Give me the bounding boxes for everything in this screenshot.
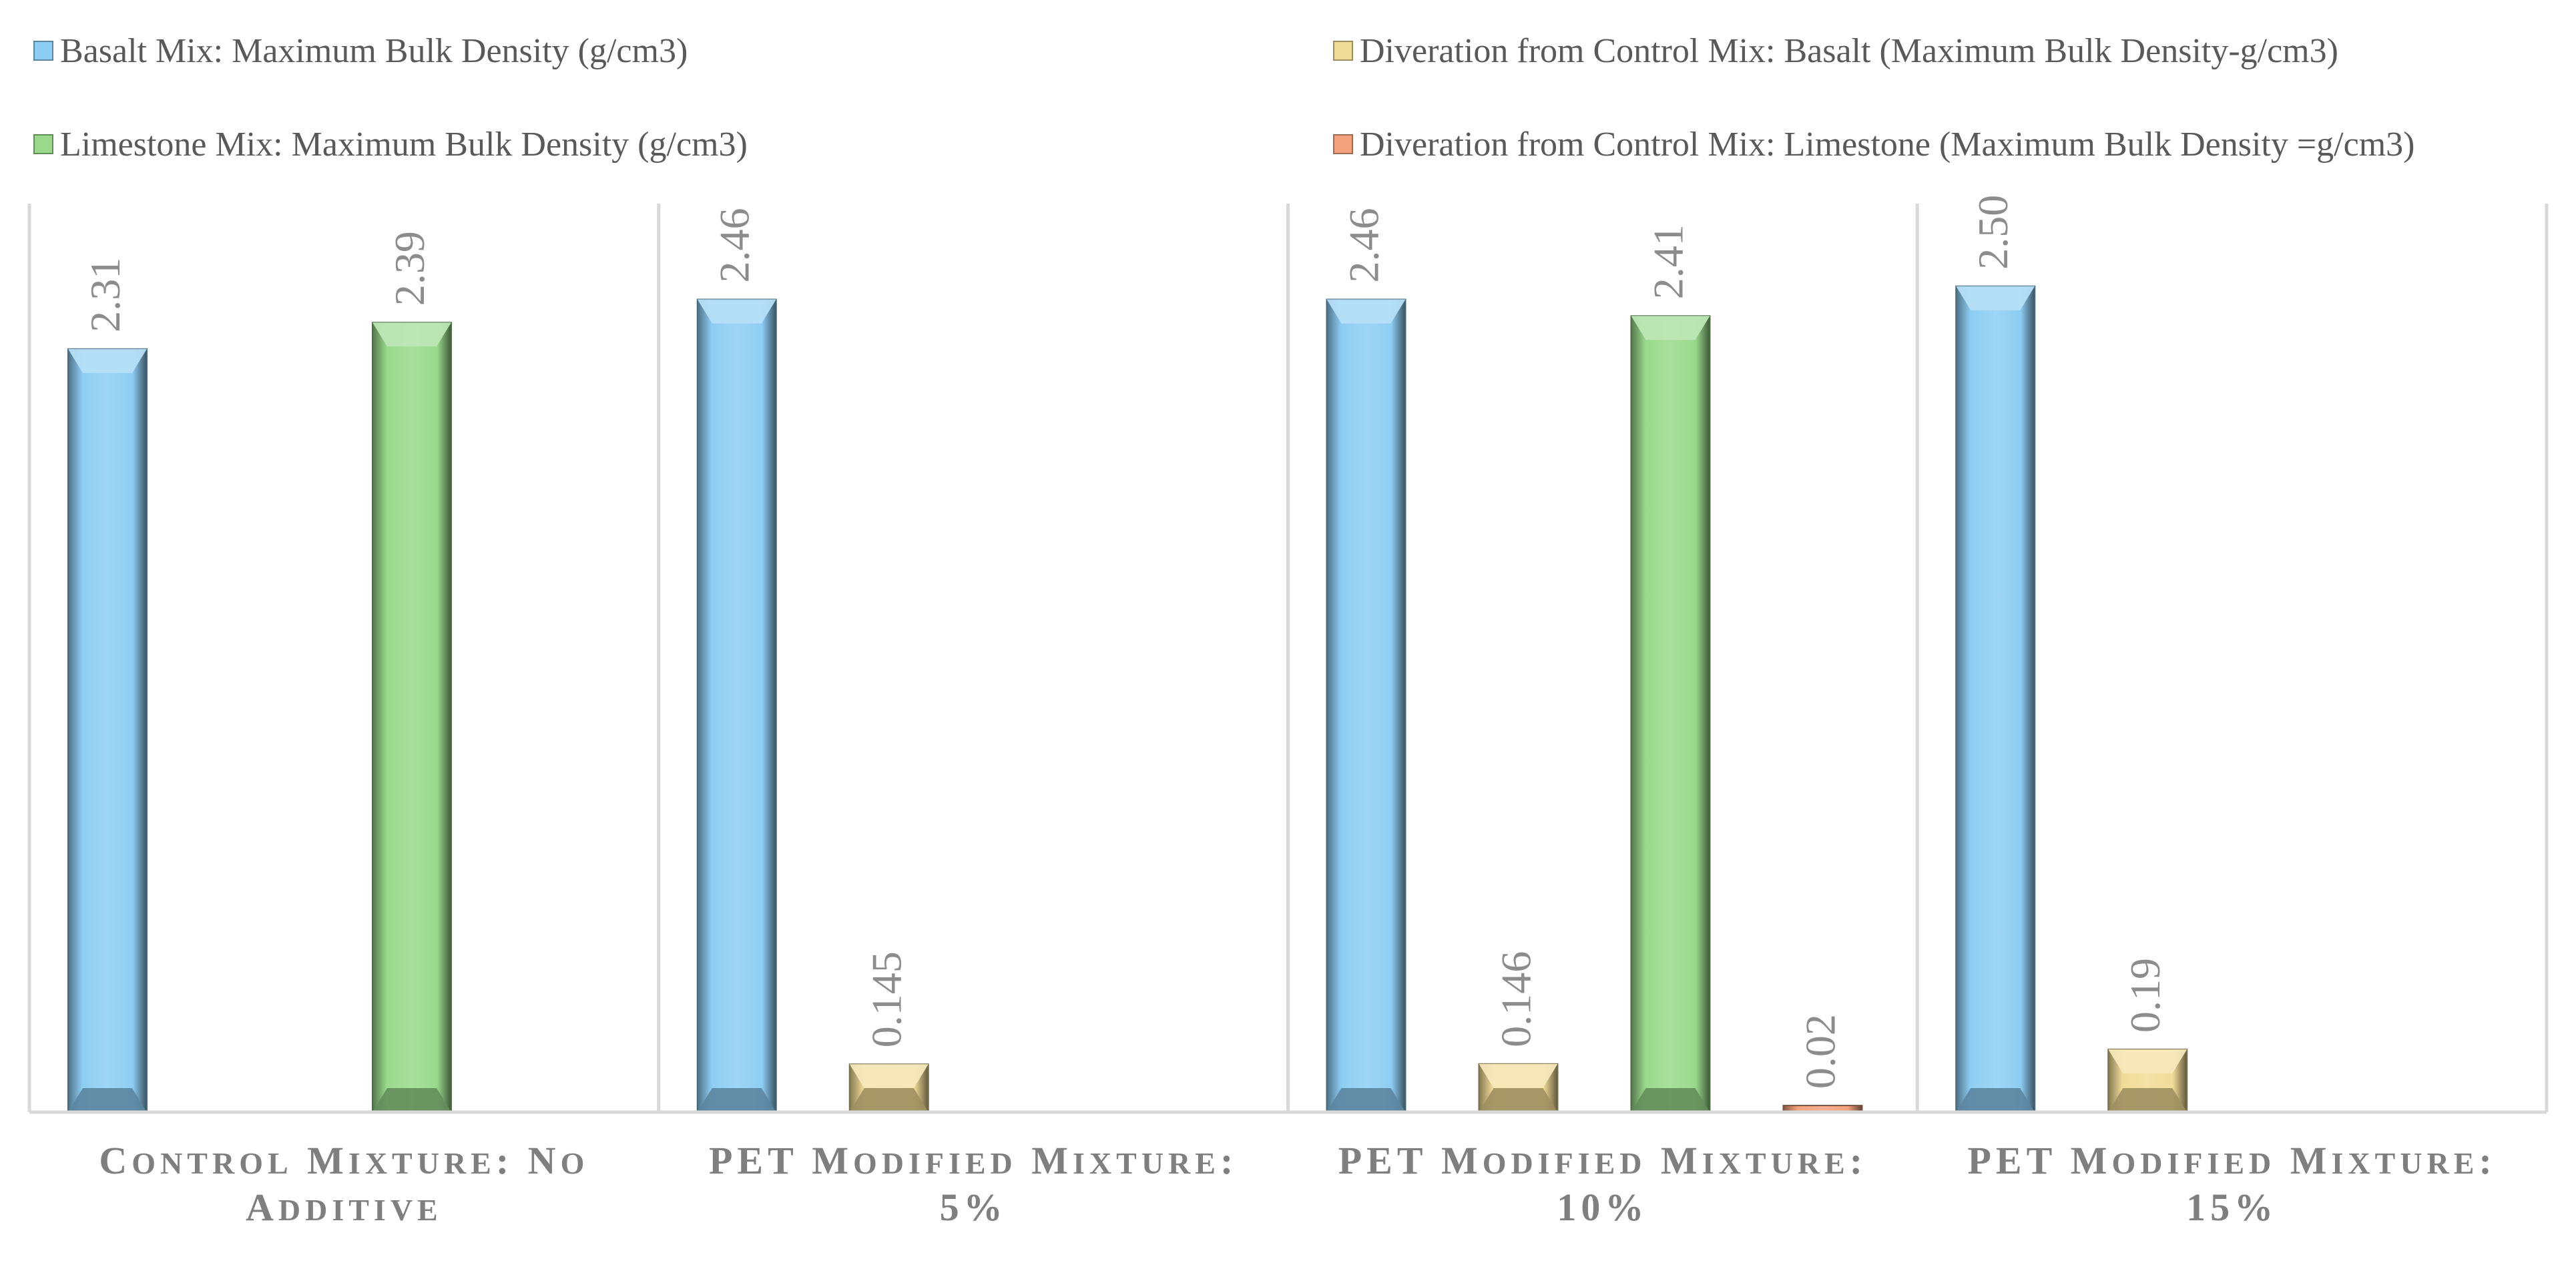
bar-bevel-bottom (849, 1088, 929, 1112)
category-label: PET MODIFIED MIXTURE: (1967, 1139, 2496, 1182)
bar (67, 348, 148, 1113)
bar-body (372, 322, 452, 1113)
bar-bevel-top (372, 322, 451, 347)
bar-bevel-bottom (372, 1088, 451, 1112)
bar (1955, 285, 2036, 1113)
bar-bevel-top (2108, 1049, 2187, 1073)
bar-bevel-bottom (1956, 1088, 2035, 1112)
legend-swatch-basalt-density (33, 41, 53, 61)
bar-bevel-top (68, 348, 147, 373)
bar-body (696, 298, 777, 1113)
legend-item-limestone-deviation: Diveration from Control Mix: Limestone (… (1333, 117, 2414, 171)
bar (848, 1063, 929, 1113)
legend-label-basalt-deviation: Diveration from Control Mix: Basalt (Max… (1360, 31, 2338, 70)
legend-label-limestone-deviation: Diveration from Control Mix: Limestone (… (1360, 125, 2415, 164)
bar-bevel-bottom (1631, 1088, 1710, 1112)
bar (2107, 1048, 2188, 1113)
data-label: 2.50 (1969, 195, 2017, 270)
category-label: 15% (2186, 1186, 2278, 1229)
bar-bevel-top (849, 1064, 929, 1089)
bar (696, 298, 777, 1113)
bar-bevel-top (1956, 286, 2035, 310)
category-label: CONTROL MIXTURE: NO (99, 1139, 589, 1182)
legend-swatch-basalt-deviation (1333, 41, 1353, 61)
bar (1326, 298, 1406, 1113)
category-label: 5% (940, 1186, 1007, 1229)
legend-swatch-limestone-density (33, 134, 53, 154)
bar-body (1326, 298, 1406, 1113)
data-label: 2.41 (1645, 224, 1692, 299)
category-label: PET MODIFIED MIXTURE: (1338, 1139, 1867, 1182)
data-label: 0.02 (1797, 1014, 1844, 1089)
bar-bevel-bottom (2108, 1088, 2187, 1112)
legend-item-limestone-density: Limestone Mix: Maximum Bulk Density (g/c… (33, 117, 748, 171)
category-label: ADDITIVE (246, 1186, 443, 1229)
legend-item-basalt-density: Basalt Mix: Maximum Bulk Density (g/cm3) (33, 24, 688, 77)
bar-bevel-bottom (1479, 1088, 1558, 1112)
bar-bevel-top (1326, 299, 1406, 324)
data-label: 2.46 (1340, 208, 1388, 283)
legend-swatch-limestone-deviation (1333, 134, 1353, 154)
legend-label-basalt-density: Basalt Mix: Maximum Bulk Density (g/cm3) (60, 31, 688, 70)
bar-body (67, 348, 148, 1113)
data-label: 0.145 (863, 951, 911, 1047)
bar-bevel-top (1479, 1063, 1558, 1088)
bar (1478, 1063, 1559, 1113)
bar-bevel-bottom (1326, 1088, 1406, 1112)
data-label: 2.31 (81, 258, 129, 332)
data-label: 2.39 (386, 231, 433, 306)
bar (1630, 315, 1711, 1113)
bar-body (1630, 315, 1711, 1113)
legend-label-limestone-density: Limestone Mix: Maximum Bulk Density (g/c… (60, 125, 748, 164)
bar-body (1955, 285, 2036, 1113)
category-label: 10% (1557, 1186, 1648, 1229)
bar-bevel-top (697, 299, 776, 324)
bar-bevel-bottom (68, 1088, 147, 1112)
bar-bevel-bottom (697, 1088, 776, 1112)
data-label: 2.46 (711, 208, 758, 283)
bar-bevel-top (1631, 316, 1710, 340)
data-label: 0.146 (1493, 951, 1540, 1047)
category-label: PET MODIFIED MIXTURE: (709, 1139, 1238, 1182)
data-label: 0.19 (2121, 958, 2169, 1033)
legend-item-basalt-deviation: Diveration from Control Mix: Basalt (Max… (1333, 24, 2338, 77)
bar (372, 322, 452, 1113)
